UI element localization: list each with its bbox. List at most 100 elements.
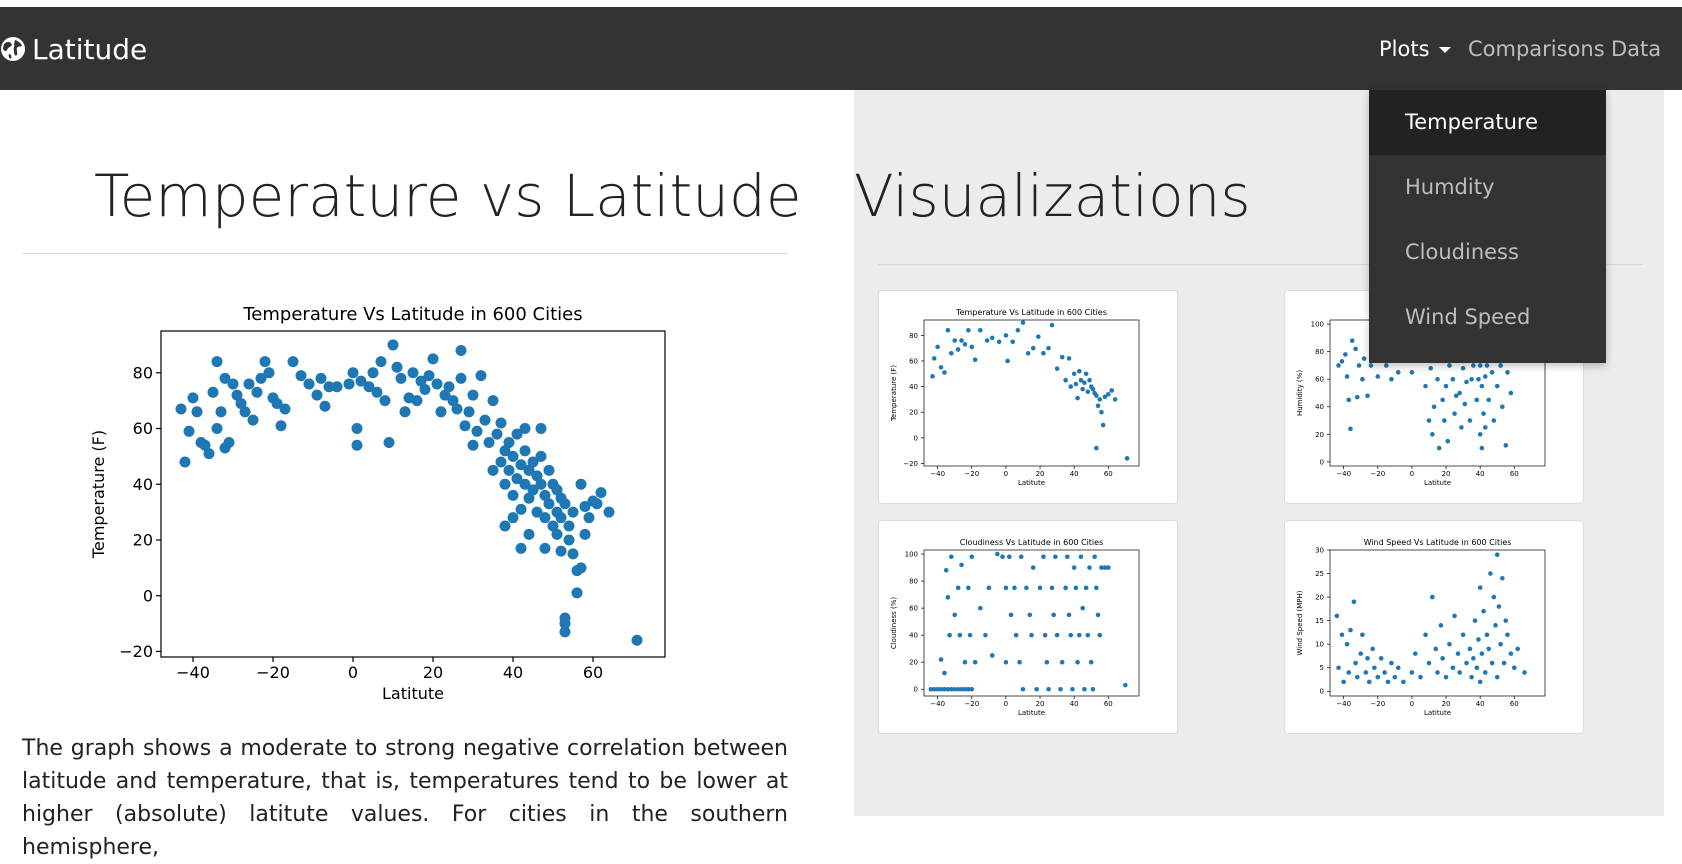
dropdown-item-humidity[interactable]: Humdity: [1405, 175, 1495, 199]
data-point: [1066, 356, 1072, 361]
data-point: [511, 428, 523, 440]
data-point: [942, 686, 947, 692]
data-point: [1491, 594, 1497, 600]
data-point: [539, 489, 551, 501]
data-point: [1102, 394, 1108, 400]
data-point: [551, 484, 563, 496]
data-point: [1109, 388, 1114, 393]
data-point: [1046, 686, 1051, 692]
data-point: [1471, 656, 1476, 661]
brand-link[interactable]: Latitude: [0, 29, 147, 69]
data-point: [1041, 350, 1046, 356]
chart-title: Temperature Vs Latitude in 600 Cities: [242, 304, 582, 325]
data-point: [467, 439, 479, 451]
data-point: [419, 384, 431, 396]
data-point: [519, 423, 531, 435]
x-tick-label: 0: [348, 663, 358, 682]
data-point: [1099, 409, 1104, 415]
data-point: [1005, 358, 1010, 364]
y-tick-label: 60: [909, 357, 918, 365]
data-point: [1423, 383, 1428, 389]
data-point: [1018, 554, 1024, 560]
data-point: [383, 436, 395, 448]
data-point: [1105, 391, 1111, 397]
data-point: [1515, 646, 1520, 652]
y-axis-label: Temperature (F): [890, 365, 898, 422]
data-point: [527, 456, 539, 468]
chart-title: Cloudiness Vs Latitude in 600 Cities: [960, 538, 1104, 547]
y-tick-label: 40: [909, 632, 918, 640]
data-point: [955, 686, 961, 692]
plot-description: The graph shows a moderate to strong neg…: [22, 736, 788, 860]
data-point: [559, 498, 571, 510]
data-point: [1334, 613, 1340, 619]
data-point: [962, 659, 968, 665]
data-point: [1455, 651, 1461, 656]
data-point: [1348, 627, 1353, 633]
data-point: [251, 386, 263, 398]
data-point: [1020, 686, 1026, 692]
x-tick-label: 60: [1510, 700, 1519, 708]
nav-comparisons[interactable]: Comparisons: [1468, 37, 1605, 61]
data-point: [984, 338, 990, 343]
data-point: [938, 686, 944, 692]
data-point: [1054, 632, 1060, 638]
data-point: [591, 498, 603, 510]
data-point: [1493, 623, 1498, 628]
data-point: [1469, 376, 1474, 382]
thumbnail-cloudiness[interactable]: Cloudiness Vs Latitude in 600 Cities −40 −…: [878, 520, 1178, 734]
chart-title: Temperature Vs Latitude in 600 Cities: [955, 308, 1107, 317]
nav-data[interactable]: Data: [1611, 37, 1662, 61]
data-point: [962, 342, 968, 347]
dropdown-item-wind-speed[interactable]: Wind Speed: [1405, 305, 1531, 329]
data-point: [475, 370, 487, 382]
data-point: [1452, 613, 1457, 619]
data-point: [1058, 686, 1063, 692]
x-tick-label: 20: [1036, 700, 1045, 708]
data-point: [543, 464, 555, 476]
data-point: [955, 585, 961, 591]
data-point: [928, 686, 934, 692]
caret-down-icon: [1438, 47, 1451, 53]
data-point: [515, 459, 527, 471]
nav-plots-dropdown[interactable]: Plots: [1379, 37, 1451, 61]
data-point: [1481, 608, 1486, 614]
dropdown-item-cloudiness[interactable]: Cloudiness: [1405, 240, 1519, 264]
data-point: [1435, 376, 1440, 382]
thumbnail-wind-speed[interactable]: Wind Speed Vs Latitude in 600 Cities −40 −…: [1284, 520, 1584, 734]
data-point: [962, 686, 968, 692]
visualizations-title: Visualizations: [854, 162, 1251, 230]
x-tick-label: 40: [1070, 700, 1079, 708]
data-point: [187, 392, 199, 404]
data-point: [1094, 393, 1099, 398]
y-tick-label: 10: [1315, 641, 1324, 649]
data-point: [1409, 670, 1415, 675]
data-point: [966, 327, 971, 333]
data-point: [535, 423, 547, 435]
data-point: [1469, 674, 1474, 680]
data-point: [1389, 660, 1394, 666]
data-point: [996, 339, 1002, 345]
data-point: [1051, 612, 1056, 618]
thumbnail-temperature[interactable]: Temperature Vs Latitude in 600 Cities −40…: [878, 290, 1178, 504]
data-point: [431, 378, 443, 390]
data-point: [1059, 354, 1065, 360]
data-point: [1365, 393, 1370, 399]
dropdown-item-temperature[interactable]: Temperature: [1369, 90, 1606, 155]
data-point: [1440, 397, 1445, 403]
x-tick-label: 20: [1036, 470, 1045, 478]
data-point: [1102, 565, 1108, 570]
data-point: [969, 686, 975, 692]
y-tick-label: 25: [1315, 570, 1324, 578]
data-point: [211, 356, 223, 368]
plot-frame: [1329, 549, 1546, 697]
data-point: [1015, 327, 1021, 333]
y-tick-label: 0: [914, 434, 918, 442]
x-tick-label: 40: [1476, 470, 1485, 478]
y-tick-label: 100: [1311, 321, 1324, 329]
data-point: [1358, 651, 1364, 656]
data-point: [1459, 425, 1464, 430]
data-point: [1479, 445, 1485, 451]
x-axis-label: Latitute: [382, 684, 444, 703]
plots-dropdown-menu: Temperature Humdity Cloudiness Wind Spee…: [1369, 90, 1606, 363]
